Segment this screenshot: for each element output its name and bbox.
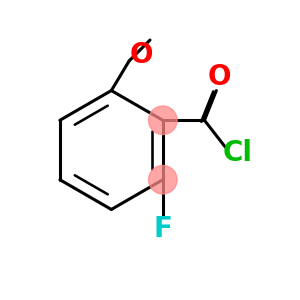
Text: Cl: Cl (222, 139, 252, 167)
Circle shape (148, 166, 177, 194)
Text: F: F (153, 215, 172, 243)
Text: O: O (208, 63, 231, 91)
Circle shape (148, 106, 177, 134)
Text: O: O (129, 41, 153, 69)
